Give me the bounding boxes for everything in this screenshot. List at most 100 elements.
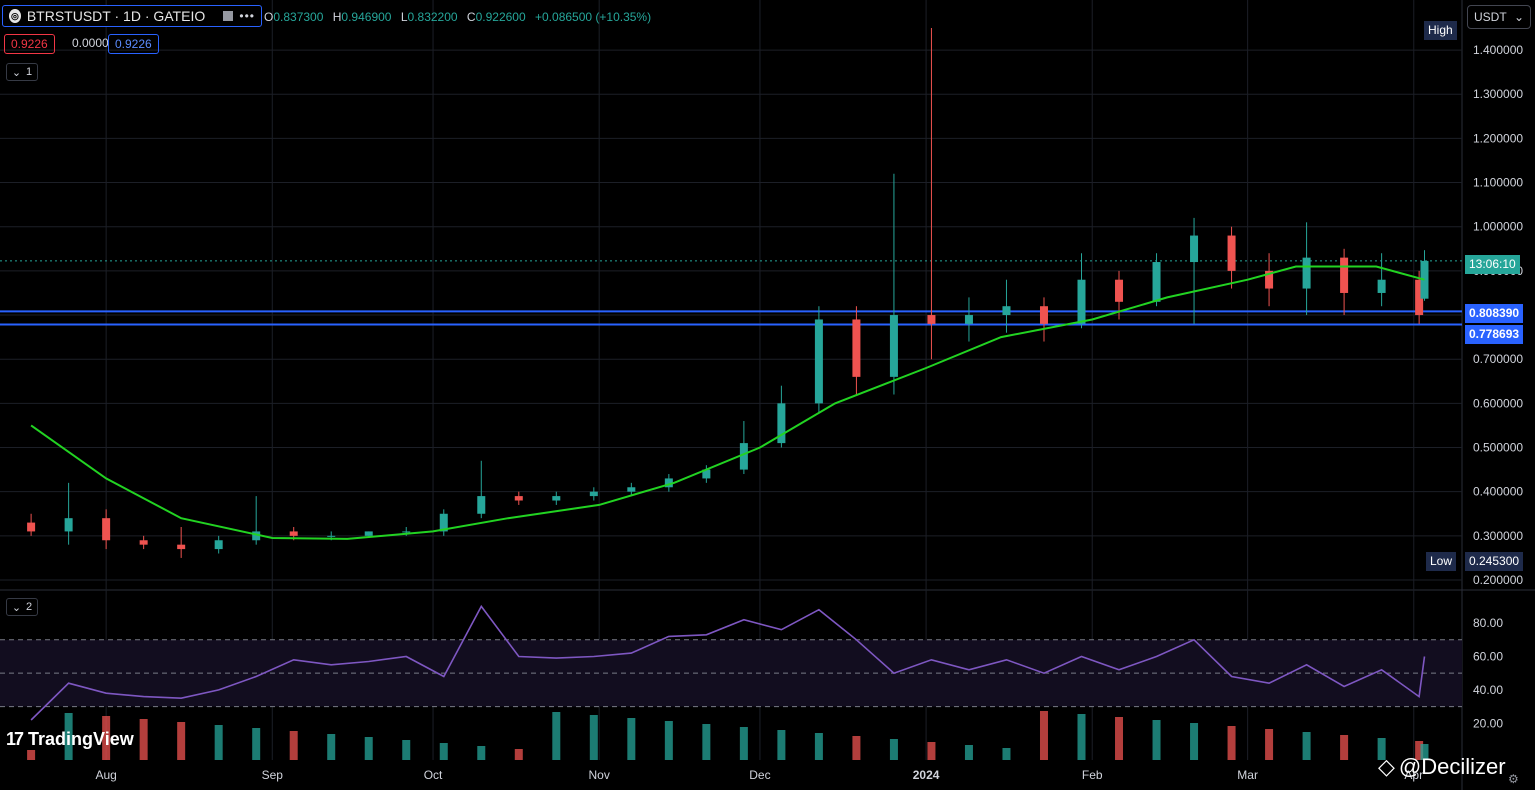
candle-body (1115, 279, 1124, 302)
candle-body (514, 496, 523, 501)
candle-body (1302, 257, 1311, 289)
rsi-tick-label: 20.00 (1473, 716, 1503, 730)
price-tick-label: 1.000000 (1473, 220, 1523, 234)
diamond-icon: ◇ (1378, 754, 1395, 779)
candle-body (477, 496, 486, 514)
volume-bar (739, 727, 748, 760)
rsi-tick-label: 60.00 (1473, 649, 1503, 663)
candle-body (1420, 260, 1429, 299)
price-tick-label: 0.600000 (1473, 396, 1523, 410)
hline-2-tag: 0.778693 (1465, 325, 1524, 344)
volume-bar (252, 728, 261, 760)
time-tick-label: Aug (95, 768, 116, 782)
volume-bar (702, 724, 711, 760)
pane-2-label: 2 (26, 601, 33, 613)
chevron-down-icon: ⌄ (11, 66, 22, 79)
time-tick-label: Oct (424, 768, 443, 782)
volume-bar (777, 730, 786, 760)
volume-bar (664, 721, 673, 760)
volume-bar (814, 733, 823, 760)
volume-bar (64, 713, 73, 760)
ohlc-values: O0.837300 H0.946900 L0.832200 C0.922600 … (264, 10, 657, 24)
volume-bar (514, 749, 523, 760)
open-value: 0.837300 (273, 10, 324, 24)
volume-bar (27, 750, 36, 760)
high-label: H (332, 10, 342, 24)
volume-bar (364, 737, 373, 760)
candle-body (27, 522, 36, 532)
volume-bar (1152, 720, 1161, 760)
time-tick-label: Apr (1404, 768, 1423, 782)
price-tick-label: 1.400000 (1473, 43, 1523, 57)
time-tick-label: Nov (589, 768, 610, 782)
candle-body (889, 315, 898, 377)
candle-body (777, 403, 786, 444)
tradingview-name: TradingView (28, 729, 134, 749)
candle-body (64, 518, 73, 532)
volume-bar (927, 742, 936, 760)
volume-bar (1002, 748, 1011, 760)
candle-body (589, 491, 598, 497)
change-value: +0.086500 (+10.35%) (535, 10, 652, 24)
time-tick-label: 2024 (913, 768, 940, 782)
more-options-icon[interactable]: ••• (239, 9, 255, 23)
currency-label: USDT (1474, 10, 1507, 24)
time-tick-label: Sep (262, 768, 284, 782)
buy-button[interactable]: 0.9226 (108, 34, 159, 54)
price-tick-label: 0.400000 (1473, 485, 1523, 499)
settings-gear-icon[interactable]: ⚙ (1508, 772, 1519, 786)
volume-bar (1377, 738, 1386, 760)
price-tick-label: 1.300000 (1473, 87, 1523, 101)
candle-body (1077, 279, 1086, 324)
candle-body (289, 531, 298, 536)
tradingview-brand[interactable]: 17 TradingView (6, 729, 134, 750)
low-value: 0.832200 (407, 10, 458, 24)
volume-bar (1302, 732, 1311, 760)
volume-bar (1420, 744, 1429, 760)
hide-eye-icon[interactable] (223, 11, 234, 21)
tradingview-logo-icon: 17 (6, 729, 24, 749)
pane-2-toggle[interactable]: ⌄ 2 (6, 598, 38, 616)
volume-bar (214, 725, 223, 760)
high-tag: High (1424, 21, 1457, 40)
pane-1-label: 1 (26, 66, 33, 78)
candle-body (852, 319, 861, 377)
sell-button[interactable]: 0.9226 (4, 34, 55, 54)
price-tick-label: 1.200000 (1473, 131, 1523, 145)
candle-body (327, 535, 336, 537)
volume-bar (1039, 711, 1048, 760)
volume-bar (852, 736, 861, 760)
candle-body (177, 544, 186, 550)
volume-bar (1115, 717, 1124, 760)
rsi-tick-label: 40.00 (1473, 683, 1503, 697)
candle-body (814, 319, 823, 404)
volume-bar (139, 719, 148, 760)
volume-bar (1265, 729, 1274, 760)
candle-body (927, 315, 936, 324)
volume-bar (289, 731, 298, 760)
candle-body (1002, 306, 1011, 316)
volume-bar (1190, 723, 1199, 760)
hline-1-tag: 0.808390 (1465, 304, 1524, 323)
moving-average-line (30, 265, 1425, 540)
candle-body (664, 478, 673, 488)
volume-bar (402, 740, 411, 760)
time-tick-label: Dec (749, 768, 770, 782)
symbol-legend[interactable]: ◎ BTRSTUSDT · 1D · GATEIO ••• (2, 5, 262, 27)
price-tick-label: 1.100000 (1473, 176, 1523, 190)
volume-bar (1077, 714, 1086, 760)
candle-body (252, 531, 261, 541)
volume-bar (589, 715, 598, 760)
candle-body (702, 469, 711, 479)
price-tick-label: 0.200000 (1473, 573, 1523, 587)
pane-1-toggle[interactable]: ⌄ 1 (6, 63, 38, 81)
price-tick-label: 0.500000 (1473, 441, 1523, 455)
volume-bar (552, 712, 561, 760)
currency-selector[interactable]: USDT ⌄ (1467, 5, 1531, 29)
spread-value: 0.0000 (72, 36, 109, 50)
candle-body (214, 540, 223, 550)
candle-body (439, 513, 448, 532)
candle-body (1340, 257, 1349, 293)
price-tick-label: 0.700000 (1473, 352, 1523, 366)
